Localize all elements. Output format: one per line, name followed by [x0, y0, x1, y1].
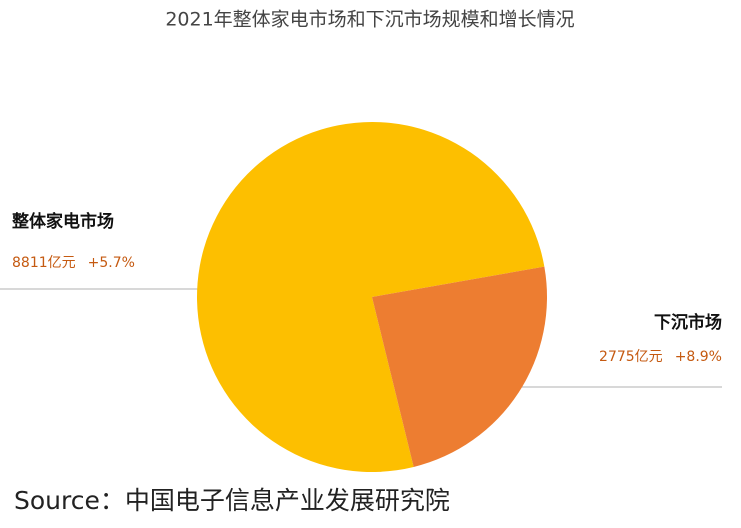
category-label: 整体家电市场 [12, 211, 114, 232]
value-label: 2775亿元 [599, 349, 663, 365]
growth-label: +5.7% [88, 255, 135, 271]
chart-title: 2021年整体家电市场和下沉市场规模和增长情况 [165, 9, 574, 31]
growth-label: +8.9% [675, 349, 722, 365]
pie-slice [372, 266, 547, 467]
pie-slice [196, 121, 545, 473]
source: Source：中国电子信息产业发展研究院 [14, 486, 450, 515]
category-label: 下沉市场 [654, 312, 722, 333]
value-label: 8811亿元 [12, 255, 76, 271]
